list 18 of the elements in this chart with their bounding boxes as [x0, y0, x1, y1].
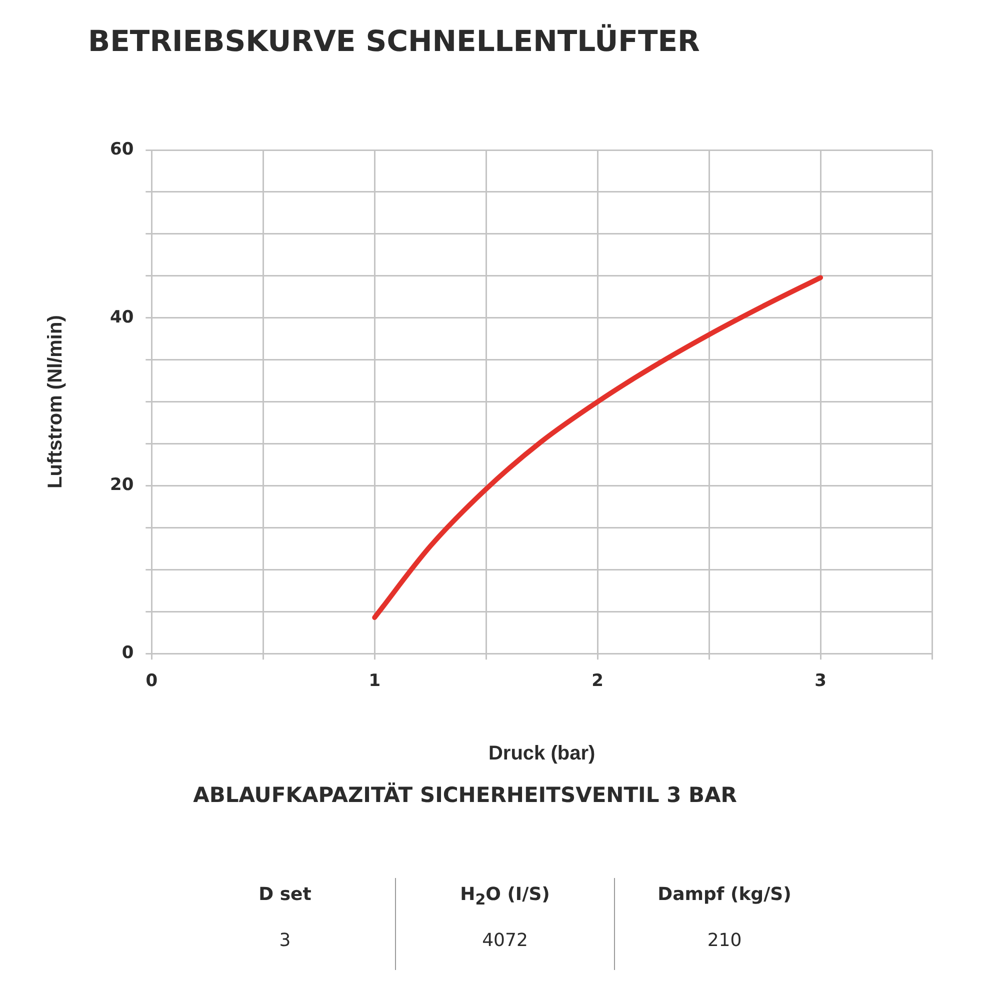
y-axis-title: Luftstrom (Nl/min): [44, 315, 67, 488]
x-axis-title: Druck (bar): [488, 742, 596, 765]
text: ABLAUFKAPAZITÄT SICHERHEITSVENTIL 3 BAR: [192, 783, 738, 807]
text: 3: [278, 929, 292, 953]
x-tick-label: 1: [368, 671, 381, 692]
y-tick-label: 60: [110, 139, 134, 160]
text: H$_{2}$O (I/S): [395, 878, 614, 924]
y-tick-label: 40: [110, 307, 134, 328]
text: 210: [614, 924, 834, 970]
text: 4072: [395, 924, 614, 970]
chart-title: BETRIEBSKURVE SCHNELLENTLÜFTER: [88, 24, 700, 58]
text: D set: [258, 883, 312, 907]
y-tick-label: 0: [122, 643, 134, 664]
y-tick-label: 20: [110, 475, 134, 496]
x-tick-label: 0: [146, 671, 158, 692]
text: Dampf (kg/S): [614, 878, 834, 924]
x-tick-label: 3: [814, 671, 826, 692]
x-tick-label: 2: [592, 671, 604, 692]
